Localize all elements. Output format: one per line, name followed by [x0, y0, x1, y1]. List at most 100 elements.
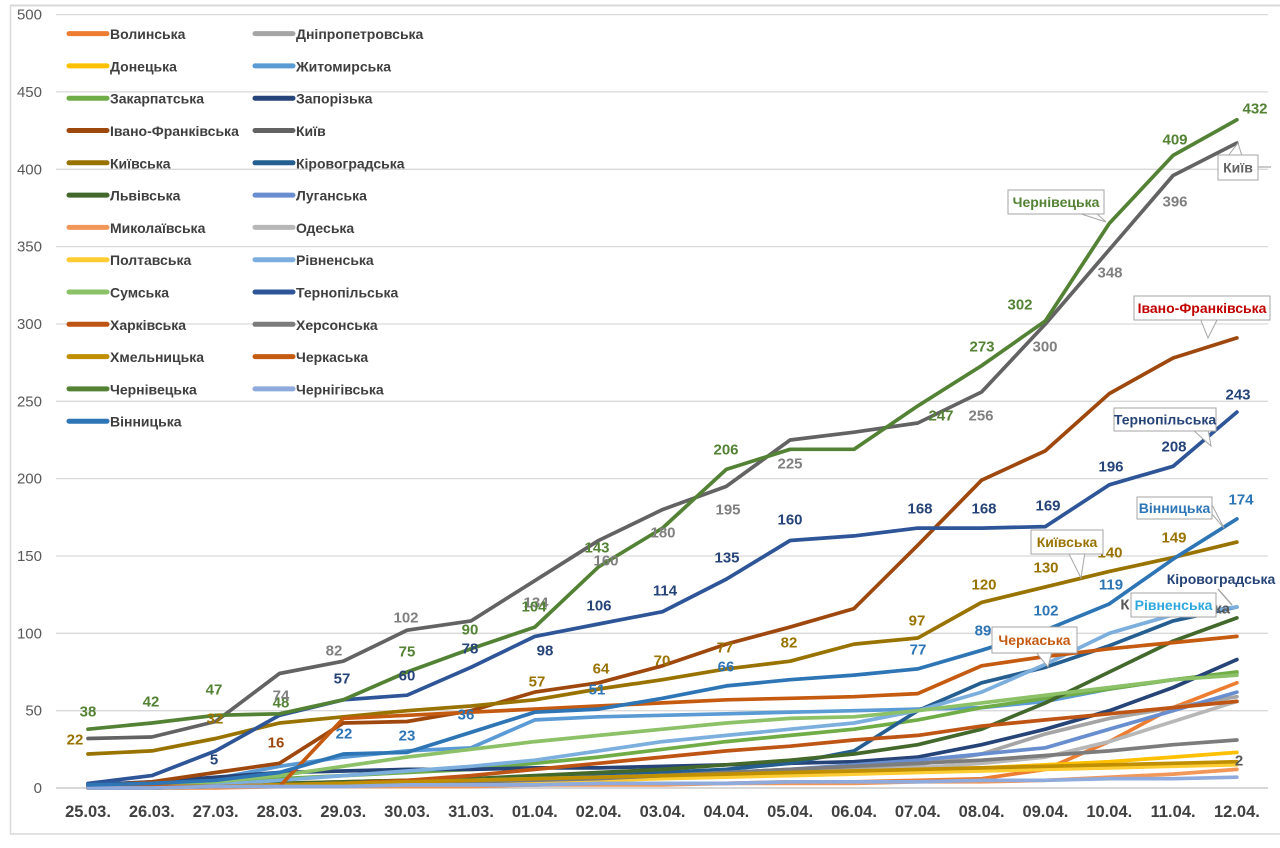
svg-text:400: 400 — [17, 161, 42, 178]
svg-text:195: 195 — [715, 502, 740, 519]
svg-text:200: 200 — [17, 471, 42, 488]
svg-text:300: 300 — [17, 316, 42, 333]
svg-text:Запорізька: Запорізька — [296, 91, 373, 107]
svg-text:74: 74 — [273, 688, 290, 705]
svg-text:174: 174 — [1228, 492, 1254, 509]
svg-text:250: 250 — [17, 393, 42, 410]
svg-text:160: 160 — [777, 512, 802, 529]
svg-text:98: 98 — [537, 643, 554, 660]
svg-text:160: 160 — [593, 553, 618, 570]
svg-text:01.04.: 01.04. — [512, 803, 558, 821]
svg-text:Сумська: Сумська — [110, 285, 169, 301]
svg-text:120: 120 — [971, 577, 996, 594]
svg-text:90: 90 — [462, 622, 479, 639]
svg-text:11.04.: 11.04. — [1151, 803, 1196, 821]
svg-text:07.04.: 07.04. — [895, 803, 941, 821]
svg-text:Донецька: Донецька — [110, 58, 177, 74]
svg-text:60: 60 — [399, 668, 416, 685]
svg-text:Дніпропетровська: Дніпропетровська — [296, 26, 424, 42]
svg-text:Київ: Київ — [1223, 160, 1253, 176]
svg-text:114: 114 — [653, 583, 678, 600]
svg-text:150: 150 — [17, 548, 42, 565]
svg-text:09.04.: 09.04. — [1022, 803, 1068, 821]
svg-text:273: 273 — [969, 339, 994, 356]
svg-text:89: 89 — [975, 623, 992, 640]
svg-text:64: 64 — [593, 661, 610, 678]
svg-text:143: 143 — [584, 540, 609, 557]
svg-text:196: 196 — [1098, 459, 1123, 476]
svg-text:06.04.: 06.04. — [831, 803, 877, 821]
svg-text:Вінницька: Вінницька — [1139, 500, 1211, 516]
svg-text:47: 47 — [206, 682, 223, 699]
svg-text:77: 77 — [717, 640, 734, 657]
svg-text:500: 500 — [17, 7, 42, 24]
svg-text:08.04.: 08.04. — [959, 803, 1005, 821]
svg-text:350: 350 — [17, 239, 42, 256]
svg-text:Вінницька: Вінницька — [110, 414, 182, 430]
svg-text:Миколаївська: Миколаївська — [110, 220, 206, 236]
svg-text:78: 78 — [462, 641, 479, 658]
svg-text:Івано-Франківська: Івано-Франківська — [110, 123, 239, 139]
svg-text:450: 450 — [17, 84, 42, 101]
svg-text:03.04.: 03.04. — [640, 803, 686, 821]
svg-text:140: 140 — [1097, 545, 1122, 562]
svg-text:169: 169 — [1035, 498, 1060, 515]
svg-text:75: 75 — [399, 644, 416, 661]
svg-text:102: 102 — [1033, 603, 1058, 620]
svg-text:396: 396 — [1162, 194, 1187, 211]
svg-text:31.03.: 31.03. — [448, 803, 494, 821]
svg-text:97: 97 — [909, 613, 926, 630]
svg-text:57: 57 — [334, 671, 351, 688]
svg-text:50: 50 — [25, 703, 42, 720]
svg-text:Харківська: Харківська — [110, 317, 186, 333]
svg-text:302: 302 — [1007, 297, 1032, 314]
svg-text:38: 38 — [80, 704, 97, 721]
svg-text:57: 57 — [529, 674, 546, 691]
svg-text:16: 16 — [268, 735, 285, 752]
svg-text:Херсонська: Херсонська — [296, 317, 378, 333]
svg-text:23: 23 — [399, 728, 416, 745]
svg-text:Рівненська: Рівненська — [296, 252, 374, 268]
svg-text:2: 2 — [1235, 753, 1243, 770]
svg-text:25.03.: 25.03. — [65, 803, 111, 821]
svg-text:206: 206 — [713, 442, 738, 459]
svg-text:К: К — [1120, 597, 1130, 614]
svg-text:Луганська: Луганська — [296, 188, 367, 204]
svg-text:Кіровоградська: Кіровоградська — [1167, 571, 1276, 587]
svg-text:Київська: Київська — [1037, 534, 1098, 550]
svg-text:Полтавська: Полтавська — [110, 252, 191, 268]
svg-text:208: 208 — [1161, 439, 1186, 456]
svg-text:Київ: Київ — [296, 123, 326, 139]
svg-text:48: 48 — [273, 695, 290, 712]
svg-text:29.03.: 29.03. — [320, 803, 366, 821]
svg-text:26.03.: 26.03. — [129, 803, 175, 821]
svg-text:42: 42 — [143, 694, 160, 711]
svg-text:ка: ка — [1214, 601, 1231, 618]
svg-text:119: 119 — [1099, 577, 1123, 594]
svg-text:51: 51 — [589, 682, 606, 699]
svg-text:100: 100 — [17, 625, 42, 642]
svg-text:Черкаська: Черкаська — [296, 349, 368, 365]
svg-text:130: 130 — [1033, 560, 1058, 577]
svg-text:Черкаська: Черкаська — [998, 632, 1070, 648]
svg-text:300: 300 — [1032, 339, 1057, 356]
svg-text:Чернівецька: Чернівецька — [1013, 194, 1100, 210]
svg-text:66: 66 — [718, 659, 735, 676]
svg-text:82: 82 — [326, 643, 343, 660]
svg-text:0: 0 — [34, 780, 42, 797]
svg-text:Тернопільська: Тернопільська — [1114, 412, 1216, 428]
svg-text:256: 256 — [968, 408, 993, 425]
svg-text:27.03.: 27.03. — [193, 803, 239, 821]
svg-text:243: 243 — [1225, 387, 1250, 404]
svg-text:106: 106 — [586, 598, 611, 615]
svg-text:22: 22 — [336, 726, 353, 743]
svg-text:Рівненська: Рівненська — [1135, 597, 1213, 613]
svg-text:70: 70 — [654, 653, 671, 670]
svg-text:5: 5 — [210, 752, 218, 769]
svg-text:180: 180 — [650, 525, 675, 542]
svg-text:Київська: Київська — [110, 155, 171, 171]
svg-text:Тернопільська: Тернопільська — [296, 285, 398, 301]
svg-text:Чернігівська: Чернігівська — [296, 381, 384, 397]
svg-text:Івано-Франківська: Івано-Франківська — [1138, 300, 1267, 316]
svg-text:28.03.: 28.03. — [257, 803, 303, 821]
